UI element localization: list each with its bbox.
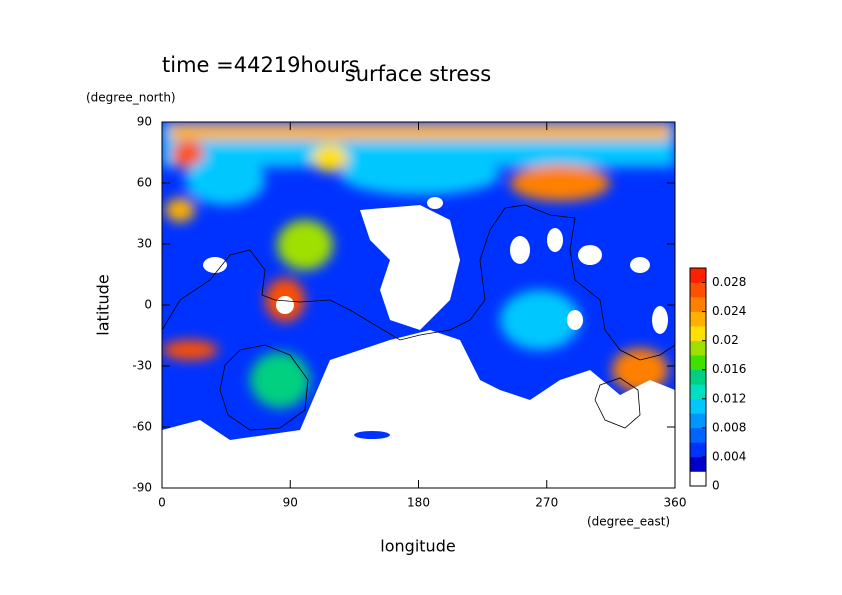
colorbar-swatch [690,456,706,472]
x-tick-label: 270 [535,496,558,510]
x-tick-label: 360 [664,496,687,510]
colorbar-swatch [690,427,706,443]
field-island [354,431,390,439]
y-tick-label: -90 [132,481,152,495]
colorbar-swatch [690,340,706,356]
coastline [219,344,309,431]
colorbar-tick-label: 0.012 [712,391,746,405]
colorbar-swatch [690,297,706,312]
y-axis-label: latitude [94,274,113,335]
coastline [594,377,641,429]
y-tick-label: 60 [137,176,152,190]
colorbar-tick-label: 0 [712,479,720,493]
colorbar-swatch [690,369,706,385]
colorbar-swatch [690,282,706,298]
colorbar-swatch [690,442,706,458]
y-tick-label: 30 [137,237,152,251]
colorbar-tick-label: 0.02 [712,333,739,347]
colorbar-frame [689,267,707,487]
colorbar-swatch [690,326,706,341]
colorbar-tick-label: 0.024 [712,304,746,318]
field-shading [162,122,675,408]
x-tick-label: 90 [283,496,298,510]
colorbar-swatch [690,398,706,414]
colorbar-tick-label: 0.004 [712,449,746,463]
y-tick-label: -30 [132,359,152,373]
x-tick-label: 180 [407,496,430,510]
colorbar-swatch [690,384,706,400]
colorbar-swatch [690,355,706,371]
y-tick-label: 0 [144,298,152,312]
field-zero-regions [162,197,675,488]
colorbar-tick-label: 0.016 [712,362,746,376]
y-tick-label: 90 [137,115,152,129]
colorbar-swatch [690,471,706,487]
colorbar-tick-label: 0.028 [712,275,746,289]
colorbar-swatch [690,268,706,283]
x-unit: (degree_east) [587,515,670,529]
colorbar-swatch [690,413,706,429]
y-unit: (degree_north) [86,91,176,105]
contour-field [162,122,675,488]
colorbar-tick-label: 0.008 [712,420,746,434]
x-axis-label: longitude [380,537,455,556]
chart-title: surface stress [345,62,491,86]
y-tick-label: -60 [132,420,152,434]
x-tick-label: 0 [158,496,166,510]
colorbar-swatch [690,311,706,327]
time-label: time =44219hours [162,53,360,77]
coastline [162,204,675,361]
